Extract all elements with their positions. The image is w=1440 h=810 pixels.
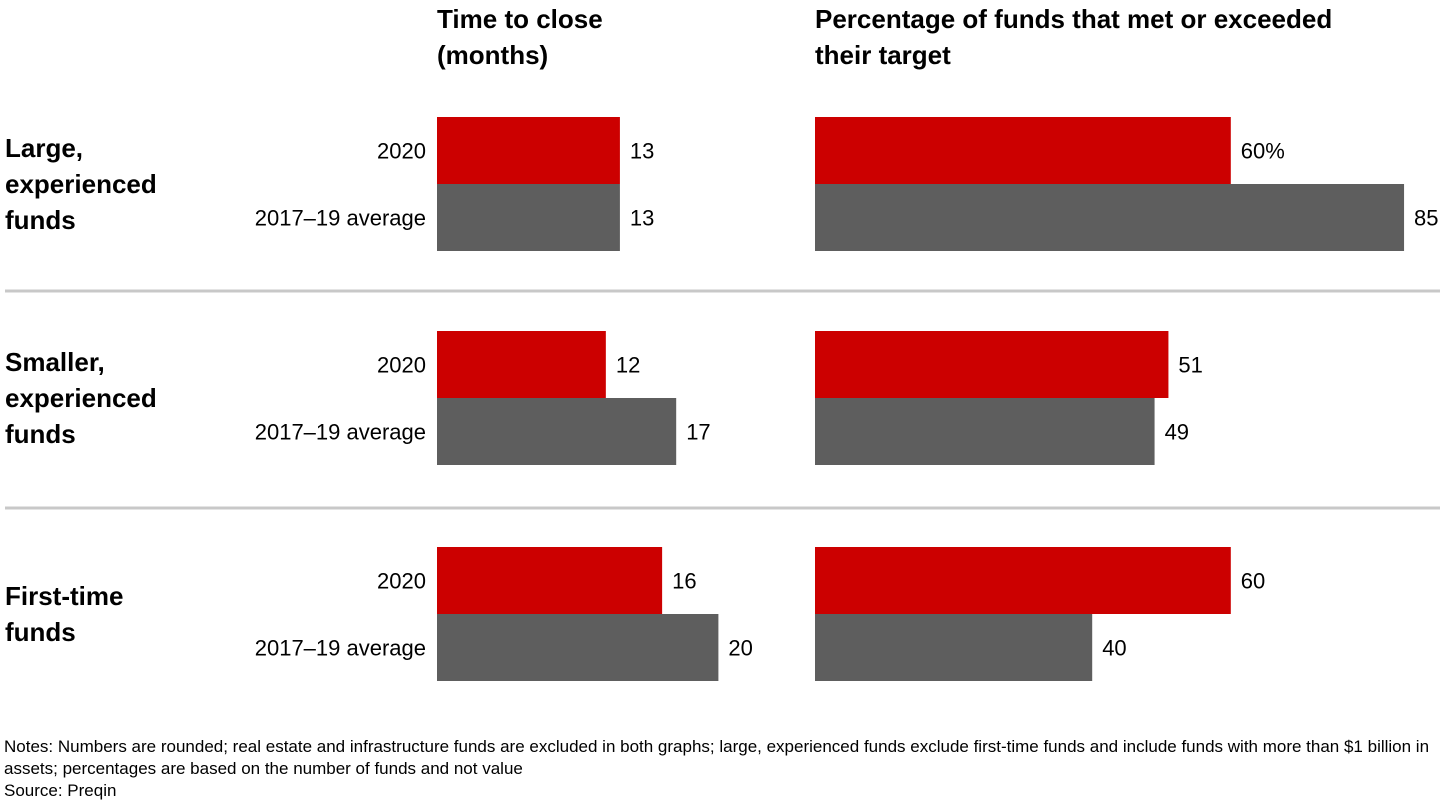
group-label-1-line-3: funds xyxy=(5,205,76,235)
bar-time-g3-s1 xyxy=(437,547,663,614)
group-label-2-line-2: experienced xyxy=(5,383,157,413)
group-label-2-line-1: Smaller, xyxy=(5,347,105,377)
bar-time-g3-s2 xyxy=(437,614,719,681)
source-text: Source: Preqin xyxy=(4,781,117,800)
bar-time-g1-s1 xyxy=(437,117,620,184)
bar-pct-g2-s1 xyxy=(815,331,1169,398)
bar-time-g2-s1 xyxy=(437,331,606,398)
value-time-g1-s1: 13 xyxy=(630,139,654,164)
chart: Time to close (months) Percentage of funds… xyxy=(5,4,1440,681)
notes-text: Notes: Numbers are rounded; real estate … xyxy=(4,737,1430,778)
value-time-g3-s2: 20 xyxy=(728,636,752,661)
panel-title-2-line-1: Percentage of funds that met or exceeded xyxy=(815,4,1332,34)
value-pct-g3-s2: 40 xyxy=(1102,636,1126,661)
panel-title-1-line-2: (months) xyxy=(437,40,548,70)
bar-time-g2-s2 xyxy=(437,398,677,465)
notes-block: Notes: Numbers are rounded; real estate … xyxy=(4,736,1440,802)
series-label-g3-s1: 2020 xyxy=(377,569,426,594)
group-label-2-line-3: funds xyxy=(5,419,76,449)
value-time-g1-s2: 13 xyxy=(630,206,654,231)
series-label-g2-s2: 2017–19 average xyxy=(255,420,426,445)
series-label-g2-s1: 2020 xyxy=(377,353,426,378)
value-time-g2-s1: 12 xyxy=(616,353,640,378)
value-pct-g1-s1: 60% xyxy=(1241,139,1285,164)
series-label-g3-s2: 2017–19 average xyxy=(255,636,426,661)
group-label-3-line-1: First-time xyxy=(5,581,123,611)
value-pct-g1-s2: 85 xyxy=(1414,206,1438,231)
group-label-3-line-2: funds xyxy=(5,617,76,647)
value-pct-g2-s1: 51 xyxy=(1178,353,1202,378)
bar-pct-g1-s1 xyxy=(815,117,1231,184)
group-label-1-line-2: experienced xyxy=(5,169,157,199)
bar-time-g1-s2 xyxy=(437,184,620,251)
value-pct-g3-s1: 60 xyxy=(1241,569,1265,594)
bar-pct-g1-s2 xyxy=(815,184,1405,251)
value-pct-g2-s2: 49 xyxy=(1165,420,1189,445)
series-label-g1-s1: 2020 xyxy=(377,139,426,164)
bar-pct-g2-s2 xyxy=(815,398,1155,465)
bar-pct-g3-s1 xyxy=(815,547,1231,614)
panel-title-1-line-1: Time to close xyxy=(437,4,603,34)
group-label-1-line-1: Large, xyxy=(5,133,83,163)
bar-pct-g3-s2 xyxy=(815,614,1093,681)
value-time-g2-s2: 17 xyxy=(686,420,710,445)
panel-title-2-line-2: their target xyxy=(815,40,951,70)
series-label-g1-s2: 2017–19 average xyxy=(255,206,426,231)
value-time-g3-s1: 16 xyxy=(672,569,696,594)
